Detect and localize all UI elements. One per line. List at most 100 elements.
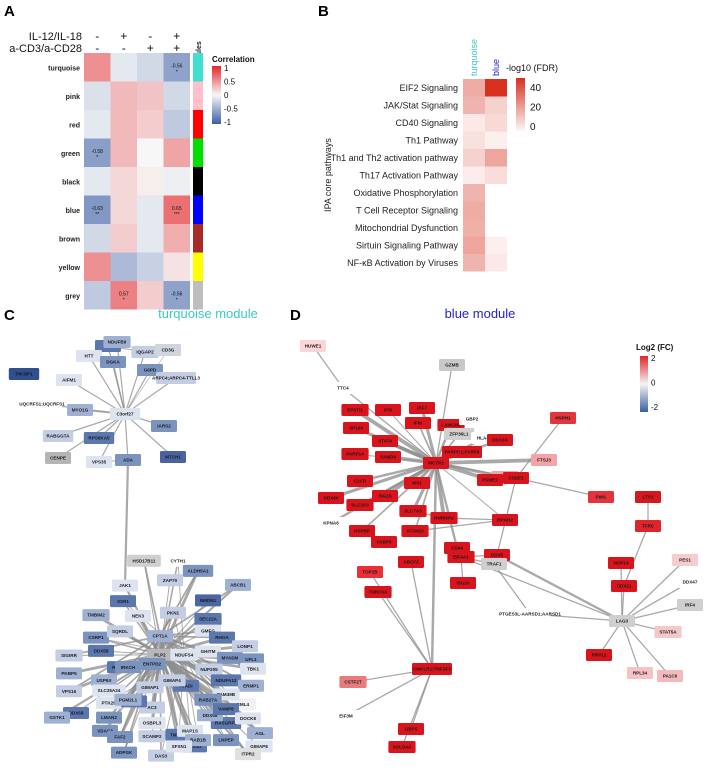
network-node: CSDE1 bbox=[503, 472, 529, 484]
node-box bbox=[115, 454, 141, 466]
network-node: SCAMP2 bbox=[138, 730, 166, 743]
heatmap-cell bbox=[84, 167, 111, 196]
network-edge bbox=[621, 620, 641, 674]
node-label: CSDE1 bbox=[508, 476, 524, 481]
node-box bbox=[86, 456, 112, 468]
node-box bbox=[635, 491, 661, 503]
node-label: SQRDL bbox=[112, 629, 128, 634]
network-edge bbox=[143, 560, 161, 637]
network-node: HUWE1 bbox=[300, 340, 326, 352]
network-node: ZFP36L1 bbox=[443, 428, 475, 440]
heatmap-cell bbox=[84, 281, 111, 310]
network-node: GBP2 bbox=[459, 413, 485, 425]
node-label: MYO1G bbox=[72, 408, 89, 413]
network-node: ENTPD2 bbox=[138, 658, 166, 671]
node-label: ISG15 bbox=[378, 494, 391, 499]
node-label: STAT5A bbox=[659, 630, 677, 635]
heatmap-cell bbox=[84, 110, 111, 139]
node-box bbox=[147, 648, 173, 661]
node-box bbox=[586, 649, 612, 661]
node-label: PGM2L1 bbox=[119, 697, 138, 702]
node-box bbox=[56, 374, 82, 386]
network-node: JAK1 bbox=[112, 579, 138, 592]
node-label: DDX5 bbox=[491, 553, 504, 558]
node-label: EIF3M bbox=[339, 714, 353, 719]
network-node: IARS2 bbox=[151, 420, 177, 432]
network-node: TTC4 bbox=[330, 382, 356, 394]
network-node: GHITM bbox=[195, 645, 221, 658]
node-box bbox=[42, 430, 74, 442]
pathway-cell bbox=[485, 219, 507, 237]
node-box bbox=[487, 434, 513, 446]
network-node: SLC7A5 bbox=[399, 505, 427, 517]
network-edge bbox=[159, 584, 239, 637]
node-label: VAMP8 bbox=[218, 707, 234, 712]
cell-value: -0.56 bbox=[171, 291, 183, 297]
node-box bbox=[611, 580, 637, 592]
network-edge bbox=[124, 349, 169, 415]
network-node: STAT4 bbox=[372, 435, 398, 447]
heatmap-cell bbox=[137, 281, 164, 310]
node-label: DGKA bbox=[106, 360, 120, 365]
node-box bbox=[398, 723, 424, 735]
node-box bbox=[156, 372, 196, 384]
panel-letter-b: B bbox=[318, 3, 329, 20]
node-box bbox=[115, 661, 141, 674]
heatmap-cell bbox=[110, 53, 137, 82]
node-box bbox=[177, 724, 203, 737]
network-node: RPNH2 bbox=[492, 514, 518, 526]
pathway-label: T Cell Receptor Signaling bbox=[356, 205, 458, 215]
condition-label: a-CD3/a-CD28 bbox=[9, 43, 82, 55]
node-label: ZFP36L1 bbox=[449, 432, 469, 437]
node-label: HSPH1 bbox=[555, 416, 571, 421]
network-node: IQGAP2 bbox=[131, 346, 159, 358]
node-box bbox=[157, 574, 183, 587]
node-label: SAMD9 bbox=[380, 455, 397, 460]
pathway-cell bbox=[485, 96, 507, 114]
heatmap-cell bbox=[163, 81, 190, 110]
network-edge bbox=[183, 654, 191, 731]
network-node: PES1 bbox=[672, 554, 698, 566]
network-edge bbox=[88, 355, 126, 415]
cell-stars: * bbox=[176, 69, 178, 75]
node-label: GIMAP8 bbox=[250, 744, 268, 749]
node-label: SOLD4A bbox=[393, 745, 412, 750]
network-node: C2CD bbox=[347, 475, 373, 487]
node-box bbox=[76, 350, 102, 362]
network-node: DDX47 bbox=[677, 576, 703, 588]
cell-value: 0.57 bbox=[119, 291, 129, 297]
pathway-cell bbox=[463, 201, 485, 219]
network-node: EIF3M bbox=[333, 710, 359, 722]
heatmap-cell bbox=[137, 167, 164, 196]
network-edge bbox=[345, 668, 433, 717]
node-box bbox=[109, 408, 141, 420]
network-node: SIGIRR bbox=[55, 649, 83, 662]
network-node: LNPEP bbox=[213, 734, 239, 747]
node-box bbox=[405, 417, 431, 429]
network-edge bbox=[515, 417, 564, 479]
node-label: PIM1 bbox=[596, 495, 607, 500]
pathway-cell bbox=[463, 131, 485, 149]
node-box bbox=[375, 404, 401, 416]
node-box bbox=[107, 731, 133, 744]
network-node: GBP5 bbox=[398, 723, 424, 735]
network-node: USP9X bbox=[91, 674, 117, 687]
node-label: VPS16 bbox=[62, 689, 77, 694]
module-label: black bbox=[62, 179, 80, 186]
pathway-label: Th1 and Th2 activation pathway bbox=[331, 153, 459, 163]
node-label: G6PD bbox=[144, 368, 157, 373]
network-node: PKN1 bbox=[160, 606, 186, 619]
network-node: AIFM1 bbox=[56, 374, 82, 386]
network-edge bbox=[123, 459, 130, 586]
network-edge bbox=[387, 409, 437, 464]
node-box bbox=[635, 520, 661, 532]
node-box bbox=[672, 554, 698, 566]
network-edge bbox=[435, 364, 453, 464]
node-label: HSPBP bbox=[354, 529, 370, 534]
node-label: ABCF2 bbox=[403, 560, 419, 565]
network-edge bbox=[435, 462, 506, 521]
module-swatch bbox=[193, 224, 203, 253]
network-node: DDX58 bbox=[88, 644, 114, 657]
node-label: TOP2B bbox=[362, 570, 378, 575]
